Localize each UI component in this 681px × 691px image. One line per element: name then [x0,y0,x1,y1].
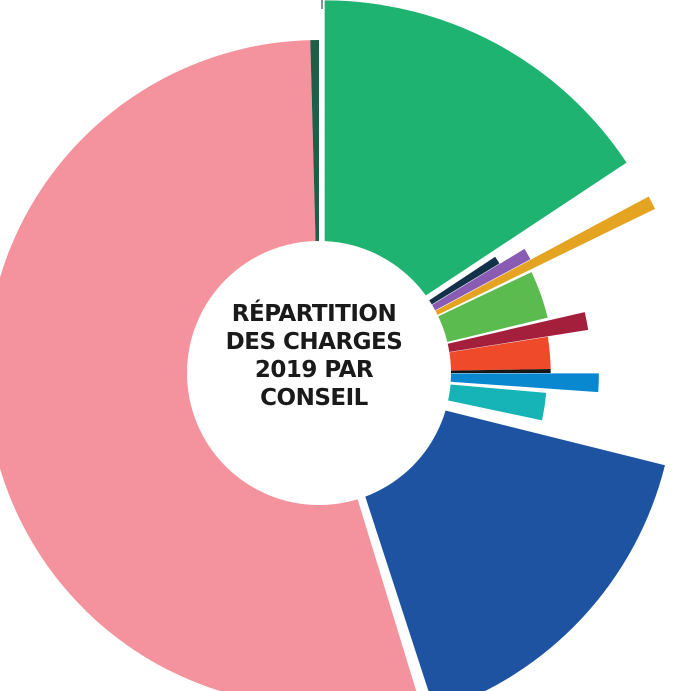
pie-slice-13 [310,39,319,294]
donut-hole [187,241,451,505]
chart-title: RÉPARTITION DES CHARGES 2019 PAR CONSEIL [225,301,403,411]
pie-slice-9 [410,373,599,393]
pie-slice-11 [352,400,665,691]
pie-slice-6 [408,312,589,359]
pie-slice-4 [400,196,656,333]
pie-slice-1 [324,0,627,319]
